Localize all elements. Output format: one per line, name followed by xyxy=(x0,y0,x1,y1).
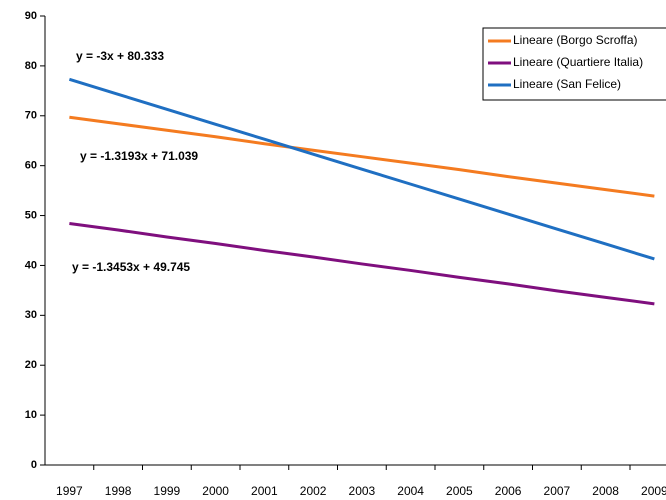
x-tick-label: 2005 xyxy=(446,484,473,498)
y-tick-label: 0 xyxy=(31,459,37,471)
x-tick-label: 2002 xyxy=(300,484,327,498)
equation-label: y = -1.3453x + 49.745 xyxy=(72,260,190,274)
y-tick-label: 90 xyxy=(25,10,37,22)
equation-label: y = -3x + 80.333 xyxy=(76,49,164,63)
x-tick-label: 1997 xyxy=(56,484,83,498)
x-tick-label: 2001 xyxy=(251,484,278,498)
y-tick-label: 60 xyxy=(25,160,37,172)
equation-label: y = -1.3193x + 71.039 xyxy=(80,149,198,163)
trend-line xyxy=(69,222,655,306)
x-tick-label: 2008 xyxy=(592,484,619,498)
trend-line xyxy=(69,115,655,198)
x-tick-label: 2000 xyxy=(202,484,229,498)
y-tick-label: 50 xyxy=(25,209,37,221)
y-tick-label: 20 xyxy=(25,359,37,371)
y-tick-label: 30 xyxy=(25,309,37,321)
y-tick-label: 70 xyxy=(25,110,37,122)
x-tick-label: 2007 xyxy=(544,484,571,498)
x-tick-label: 2004 xyxy=(397,484,424,498)
legend-label: Lineare (San Felice) xyxy=(513,77,621,91)
legend-box xyxy=(482,27,666,101)
y-tick-label: 80 xyxy=(25,60,37,72)
x-tick-label: 2003 xyxy=(349,484,376,498)
x-tick-label: 1998 xyxy=(105,484,132,498)
legend-label: Lineare (Borgo Scroffa) xyxy=(513,33,638,47)
x-tick-label: 2006 xyxy=(495,484,522,498)
trend-line xyxy=(68,77,655,261)
legend-label: Lineare (Quartiere Italia) xyxy=(513,55,643,69)
x-tick-label: 2009 xyxy=(641,484,666,498)
x-tick-label: 1999 xyxy=(154,484,181,498)
y-tick-label: 40 xyxy=(25,259,37,271)
y-tick-label: 10 xyxy=(25,409,37,421)
